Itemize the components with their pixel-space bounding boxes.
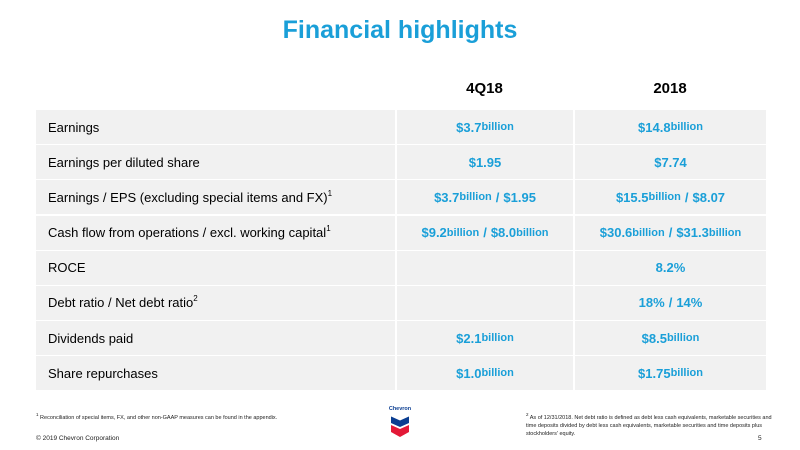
value-amount: 14% [676, 295, 703, 311]
value-amount: $9.2 [421, 225, 447, 241]
value-amount: $2.1 [456, 330, 482, 346]
value-amount: $1.75 [638, 365, 671, 381]
logo-wordmark: Chevron [388, 406, 412, 412]
row-label-text: Earnings / EPS (excluding special items … [48, 189, 328, 205]
footnote-2-text: As of 12/31/2018. Net debt ratio is defi… [526, 414, 772, 437]
row-label: Earnings / EPS (excluding special items … [36, 180, 395, 215]
value-amount: $1.0 [456, 365, 482, 381]
value-unit: billion [516, 226, 549, 239]
table-row: Dividends paid $2.1 billion $8.5 billion [36, 321, 766, 356]
table-row: Earnings $3.7 billion $14.8 billion [36, 110, 766, 144]
value-amount: $31.3 [676, 225, 709, 241]
value-unit: billion [481, 121, 514, 133]
value-separator: / [483, 225, 487, 241]
row-label-text: Earnings [48, 119, 100, 135]
row-label-text: Share repurchases [48, 365, 158, 381]
value-cell-2018: 18%/14% [575, 285, 766, 320]
row-label-text: Earnings per diluted share [48, 154, 200, 170]
value-amount: $30.6 [599, 225, 633, 241]
value-amount: $3.7 [456, 119, 482, 135]
value-unit: billion [670, 367, 703, 380]
footnote-2-marker: 2 [526, 412, 529, 417]
column-header-2018: 2018 [653, 80, 687, 97]
value-amount: $8.5 [641, 330, 667, 346]
row-label: Share repurchases [36, 356, 395, 391]
value-amount: $14.8 [638, 119, 671, 135]
value-unit: billion [481, 367, 514, 380]
value-unit: billion [481, 332, 514, 345]
value-unit: billion [666, 332, 700, 345]
footnote-1-marker: 1 [36, 412, 39, 417]
table-row: Cash flow from operations / excl. workin… [36, 215, 766, 250]
footnote-marker: 2 [193, 294, 198, 304]
value-cell-4q18: $2.1 billion [397, 321, 573, 356]
row-label: Debt ratio / Net debt ratio 2 [36, 285, 395, 320]
row-label: Earnings per diluted share [36, 145, 395, 180]
value-unit: billion [708, 226, 742, 239]
value-unit: billion [459, 191, 492, 204]
chevron-logo-icon: Chevron [382, 406, 418, 442]
value-cell-4q18: $9.2 billion / $8.0 billion [397, 215, 573, 250]
row-label-text: ROCE [48, 260, 86, 276]
value-cell-4q18: $1.0 billion [397, 356, 573, 391]
row-label: ROCE [36, 250, 395, 285]
value-amount: 8.2% [655, 260, 686, 276]
value-amount: $8.07 [692, 189, 726, 205]
value-cell-2018: $14.8 billion [575, 110, 766, 144]
value-separator: / [495, 189, 500, 205]
row-label-text: Debt ratio / Net debt ratio [48, 295, 194, 311]
row-label-text: Dividends paid [48, 330, 134, 346]
value-cell-2018: $1.75 billion [575, 356, 766, 391]
copyright: © 2019 Chevron Corporation [36, 435, 120, 442]
footnote-marker: 1 [326, 224, 331, 234]
footnote-1: 1 Reconciliation of special items, FX, a… [36, 412, 277, 421]
value-unit: billion [670, 121, 703, 133]
table-row: Earnings / EPS (excluding special items … [36, 180, 766, 215]
value-unit: billion [632, 226, 665, 239]
column-header-4q18: 4Q18 [466, 80, 503, 97]
table-row: Debt ratio / Net debt ratio 2 18%/14% [36, 285, 766, 320]
value-cell-2018: $15.5 billion / $8.07 [575, 180, 766, 215]
footnote-1-text: Reconciliation of special items, FX, and… [40, 414, 278, 421]
value-unit: billion [648, 191, 681, 204]
value-separator: / [684, 189, 689, 205]
value-amount: $3.7 [434, 189, 460, 205]
value-separator: / [668, 295, 673, 311]
value-cell-2018: $30.6 billion / $31.3 billion [575, 215, 766, 250]
value-amount: $1.95 [503, 189, 536, 205]
row-label: Earnings [36, 110, 395, 144]
row-label: Cash flow from operations / excl. workin… [36, 215, 395, 250]
value-cell-4q18: $3.7 billion [397, 110, 573, 144]
table-row: Share repurchases $1.0 billion $1.75 billi… [36, 356, 766, 391]
table-row: ROCE 8.2% [36, 250, 766, 285]
page-number: 5 [758, 435, 762, 442]
value-amount: $7.74 [654, 154, 687, 170]
chevron-mark-icon [390, 415, 410, 437]
row-label-text: Cash flow from operations / excl. workin… [48, 225, 327, 241]
financial-table: Earnings $3.7 billion $14.8 billion Earning… [36, 110, 766, 392]
value-amount: $1.95 [468, 154, 502, 170]
value-cell-4q18: $1.95 [397, 145, 573, 180]
footnote-2: 2 As of 12/31/2018. Net debt ratio is de… [526, 411, 776, 438]
value-unit: billion [446, 226, 480, 239]
value-separator: / [668, 225, 673, 241]
value-amount: $8.0 [490, 225, 517, 241]
row-label: Dividends paid [36, 321, 395, 356]
table-row: Earnings per diluted share $1.95 $7.74 [36, 145, 766, 180]
value-cell-2018: 8.2% [575, 250, 766, 285]
value-cell-4q18 [397, 250, 573, 285]
value-cell-4q18 [397, 285, 573, 320]
value-cell-4q18: $3.7 billion / $1.95 [397, 180, 573, 215]
value-amount: 18% [638, 295, 665, 311]
page-title: Financial highlights [282, 16, 518, 44]
footnote-marker: 1 [327, 188, 333, 198]
value-amount: $15.5 [615, 189, 649, 205]
value-cell-2018: $7.74 [575, 145, 766, 180]
value-cell-2018: $8.5 billion [575, 321, 766, 356]
